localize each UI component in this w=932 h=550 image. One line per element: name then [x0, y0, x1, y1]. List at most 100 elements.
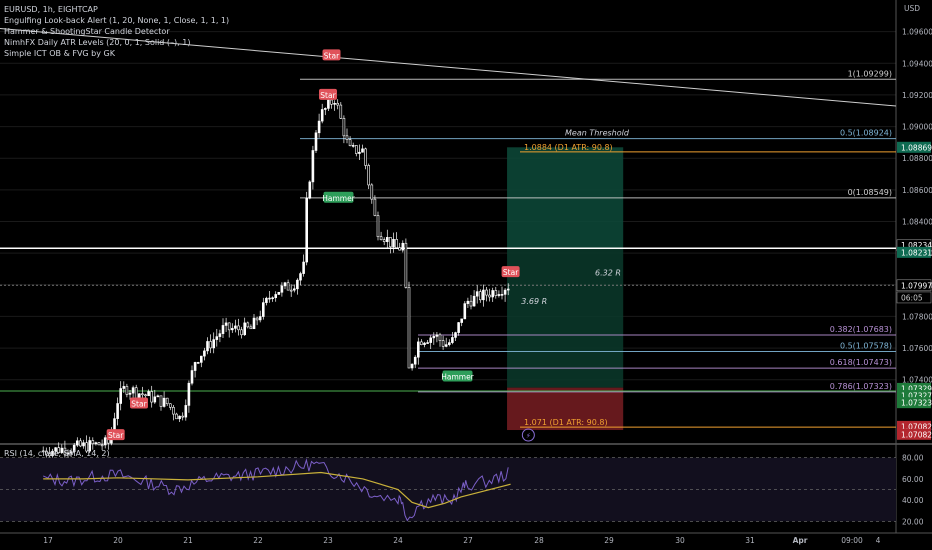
candle — [271, 297, 274, 300]
candle — [196, 362, 200, 364]
indicator-atr[interactable]: NimhFX Daily ATR Levels (20, 0, 1, Solid… — [4, 38, 191, 47]
candle — [249, 326, 253, 330]
candle — [88, 440, 91, 452]
candle — [113, 418, 116, 431]
hammer-label-box — [442, 370, 473, 382]
candle — [351, 145, 355, 147]
candle — [358, 151, 361, 154]
candle — [432, 336, 436, 339]
y-tick-label: 1.09000 — [902, 123, 932, 132]
candle — [128, 392, 132, 395]
candle — [255, 317, 259, 321]
candle — [392, 239, 395, 248]
candle — [215, 336, 219, 340]
candle — [203, 350, 206, 357]
candle — [134, 387, 138, 399]
price-tag — [897, 390, 931, 402]
lightning-glyph: ⚡ — [526, 432, 531, 440]
candle — [221, 325, 225, 334]
candle — [125, 386, 129, 395]
y-tick-label: 1.08400 — [902, 218, 932, 227]
symbol-title[interactable]: EURUSD, 1h, EIGHTCAP — [4, 5, 98, 14]
candle — [60, 447, 64, 453]
candle — [482, 289, 485, 301]
candle — [212, 339, 215, 349]
candle — [206, 341, 209, 352]
candle — [299, 273, 302, 281]
candle — [311, 150, 315, 183]
price-tag — [897, 141, 931, 153]
candle — [296, 279, 299, 290]
candle — [370, 184, 374, 200]
candle — [438, 334, 442, 341]
candle — [485, 289, 488, 296]
fib-level-label: 0.5(1.08924) — [840, 129, 892, 138]
candle — [274, 294, 278, 299]
candle — [178, 415, 181, 420]
candle — [289, 289, 293, 292]
candle — [317, 120, 321, 134]
candle — [54, 447, 57, 452]
candle — [314, 132, 318, 151]
price-tag — [897, 420, 931, 432]
candle — [447, 342, 451, 345]
candle — [339, 104, 343, 119]
hammer-label-box — [323, 191, 354, 203]
x-tick-label: 30 — [675, 536, 685, 545]
candle — [91, 440, 95, 444]
candle — [193, 362, 197, 371]
candle — [227, 322, 231, 331]
candle — [389, 237, 392, 248]
candle — [258, 316, 262, 321]
candle — [494, 290, 498, 296]
candle — [141, 393, 144, 396]
candle — [323, 108, 327, 110]
candle — [327, 99, 330, 109]
candle — [153, 396, 157, 403]
candle — [156, 395, 160, 398]
star-label-box — [319, 88, 337, 100]
candle — [237, 325, 240, 331]
price-tag-label: 1.08231 — [901, 248, 932, 257]
candle — [51, 450, 54, 457]
candle — [345, 135, 349, 140]
star-label: Star — [320, 91, 336, 100]
star-label: Star — [324, 51, 340, 60]
candle — [280, 285, 284, 293]
candle — [172, 407, 175, 415]
candle — [48, 453, 51, 457]
candle — [240, 329, 243, 336]
price-tag-label: 06:05 — [901, 293, 923, 302]
price-tag — [897, 397, 931, 409]
price-tag — [896, 279, 932, 292]
candle — [416, 341, 420, 358]
y-tick-label: 1.09400 — [902, 59, 932, 68]
candle — [457, 322, 460, 333]
indicator-engulfing[interactable]: Engulfing Look-back Alert (1, 20, None, … — [4, 16, 230, 25]
y-tick-label: 1.09600 — [902, 28, 932, 37]
price-tag-label: 1.08234 — [901, 241, 932, 250]
candle — [379, 236, 383, 241]
star-label-box — [106, 429, 125, 441]
candle — [277, 291, 281, 295]
candle — [147, 391, 150, 397]
candle — [252, 317, 256, 330]
indicator-ict[interactable]: Simple ICT OB & FVG by GK — [4, 49, 115, 58]
x-tick-label: Apr — [793, 536, 808, 545]
candle — [364, 148, 367, 166]
candle — [150, 391, 153, 403]
candle — [138, 393, 141, 399]
candle — [187, 382, 191, 406]
rsi-tick-label: 40.00 — [902, 496, 924, 505]
candle — [336, 103, 340, 106]
indicator-hammer[interactable]: Hammer & ShootingStar Candle Detector — [4, 27, 170, 36]
candle — [224, 322, 228, 326]
candle — [246, 322, 250, 328]
candle — [407, 287, 411, 369]
y-tick-label: 1.07600 — [902, 344, 932, 353]
candle — [85, 442, 88, 452]
candle — [231, 328, 234, 331]
candle — [72, 444, 76, 452]
candle — [305, 197, 309, 263]
